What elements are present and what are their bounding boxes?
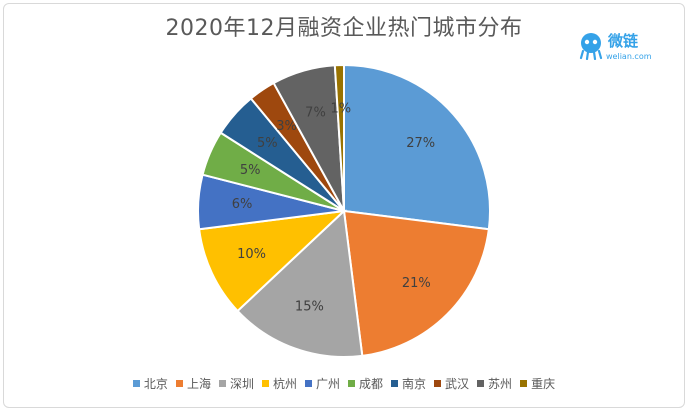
legend-label-8: 苏州 xyxy=(488,376,513,391)
pie-slice-label-4: 6% xyxy=(232,197,253,212)
pie-slice-label-1: 21% xyxy=(402,276,431,291)
legend-item-4: 广州 xyxy=(304,375,340,392)
chart-legend: 北京 上海 深圳 杭州 广州 成都 南京 武汉 苏州 重庆 xyxy=(0,374,688,392)
legend-swatch-8 xyxy=(477,379,485,387)
legend-item-1: 上海 xyxy=(175,375,211,392)
legend-swatch-0 xyxy=(132,379,140,387)
pie-slice-label-9: 1% xyxy=(330,101,351,116)
welian-logo: 微链 welian.com xyxy=(578,28,670,68)
legend-label-4: 广州 xyxy=(315,376,340,391)
pie-slice-3 xyxy=(198,209,347,313)
legend-swatch-3 xyxy=(261,379,269,387)
pie-slice-label-6: 5% xyxy=(257,136,278,151)
pie-slice-label-8: 7% xyxy=(305,105,326,120)
legend-item-2: 深圳 xyxy=(218,375,254,392)
legend-swatch-5 xyxy=(348,379,355,387)
legend-label-3: 杭州 xyxy=(272,376,297,391)
welian-logo-icon xyxy=(579,33,603,60)
pie-slice-label-5: 5% xyxy=(240,163,261,178)
legend-label-2: 深圳 xyxy=(229,376,254,391)
legend-swatch-1 xyxy=(175,379,183,387)
legend-item-0: 北京 xyxy=(132,375,168,392)
legend-label-7: 武汉 xyxy=(445,376,470,391)
legend-item-7: 武汉 xyxy=(434,375,469,392)
pie-slice-label-3: 10% xyxy=(237,247,266,262)
pie-slice-label-0: 27% xyxy=(406,136,435,151)
logo-name: 微链 xyxy=(608,32,639,50)
legend-label-1: 上海 xyxy=(186,376,211,391)
legend-swatch-7 xyxy=(434,379,442,387)
pie-slice-2 xyxy=(236,208,364,358)
pie-slice-0 xyxy=(343,63,491,231)
pie-slice-label-7: 3% xyxy=(276,119,297,134)
legend-item-8: 苏州 xyxy=(477,375,512,392)
legend-item-9: 重庆 xyxy=(520,375,555,392)
legend-label-9: 重庆 xyxy=(531,376,556,391)
legend-item-3: 杭州 xyxy=(261,375,297,392)
legend-swatch-9 xyxy=(520,379,528,387)
logo-url: welian.com xyxy=(606,52,652,61)
legend-label-6: 南京 xyxy=(402,376,427,391)
pie-slice-1 xyxy=(342,209,490,357)
legend-item-6: 南京 xyxy=(391,375,426,392)
legend-swatch-6 xyxy=(391,379,399,387)
legend-swatch-2 xyxy=(218,379,226,387)
legend-item-5: 成都 xyxy=(348,375,383,392)
legend-swatch-4 xyxy=(304,379,312,387)
pie-slice-label-2: 15% xyxy=(295,300,324,315)
legend-label-0: 北京 xyxy=(143,376,168,391)
legend-label-5: 成都 xyxy=(359,376,384,391)
pie-slice-9 xyxy=(333,63,345,212)
chart-title: 2020年12月融资企业热门城市分布 xyxy=(165,16,523,41)
